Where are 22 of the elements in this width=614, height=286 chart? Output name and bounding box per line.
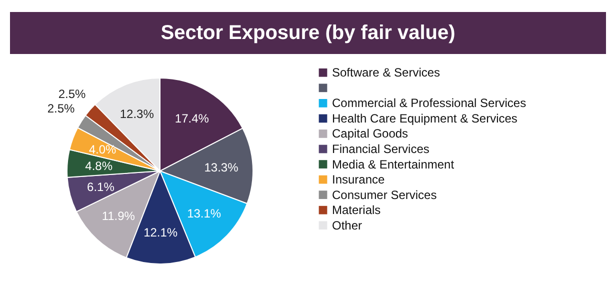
data-label: 2.5% — [58, 86, 86, 101]
legend-label: Materials — [332, 203, 381, 218]
data-label: 12.1% — [144, 225, 178, 240]
data-label: 11.9% — [102, 209, 136, 224]
data-label: 17.4% — [174, 112, 210, 126]
chart-title: Sector Exposure (by fair value) — [160, 22, 456, 44]
legend-label: Consumer Services — [332, 188, 437, 202]
legend-label: Insurance — [332, 172, 386, 187]
legend-label: Media & Entertainment — [332, 157, 455, 172]
data-label: 12.3% — [120, 107, 154, 122]
legend-label: Software & Services — [332, 66, 440, 80]
data-label: 13.3% — [204, 160, 239, 174]
legend-label: Financial Services — [332, 142, 430, 156]
legend-label: Other — [332, 218, 362, 232]
legend-label: Capital Goods — [332, 126, 408, 141]
legend-label: Health Care Equipment & Services — [332, 111, 518, 126]
data-label: 4.8% — [85, 158, 113, 173]
data-label: 2.5% — [47, 102, 76, 116]
data-label: 6.1% — [87, 180, 115, 194]
data-label: 4.0% — [88, 142, 117, 156]
data-label: 13.1% — [187, 206, 222, 221]
legend-label: Commercial & Professional Services — [332, 96, 526, 110]
